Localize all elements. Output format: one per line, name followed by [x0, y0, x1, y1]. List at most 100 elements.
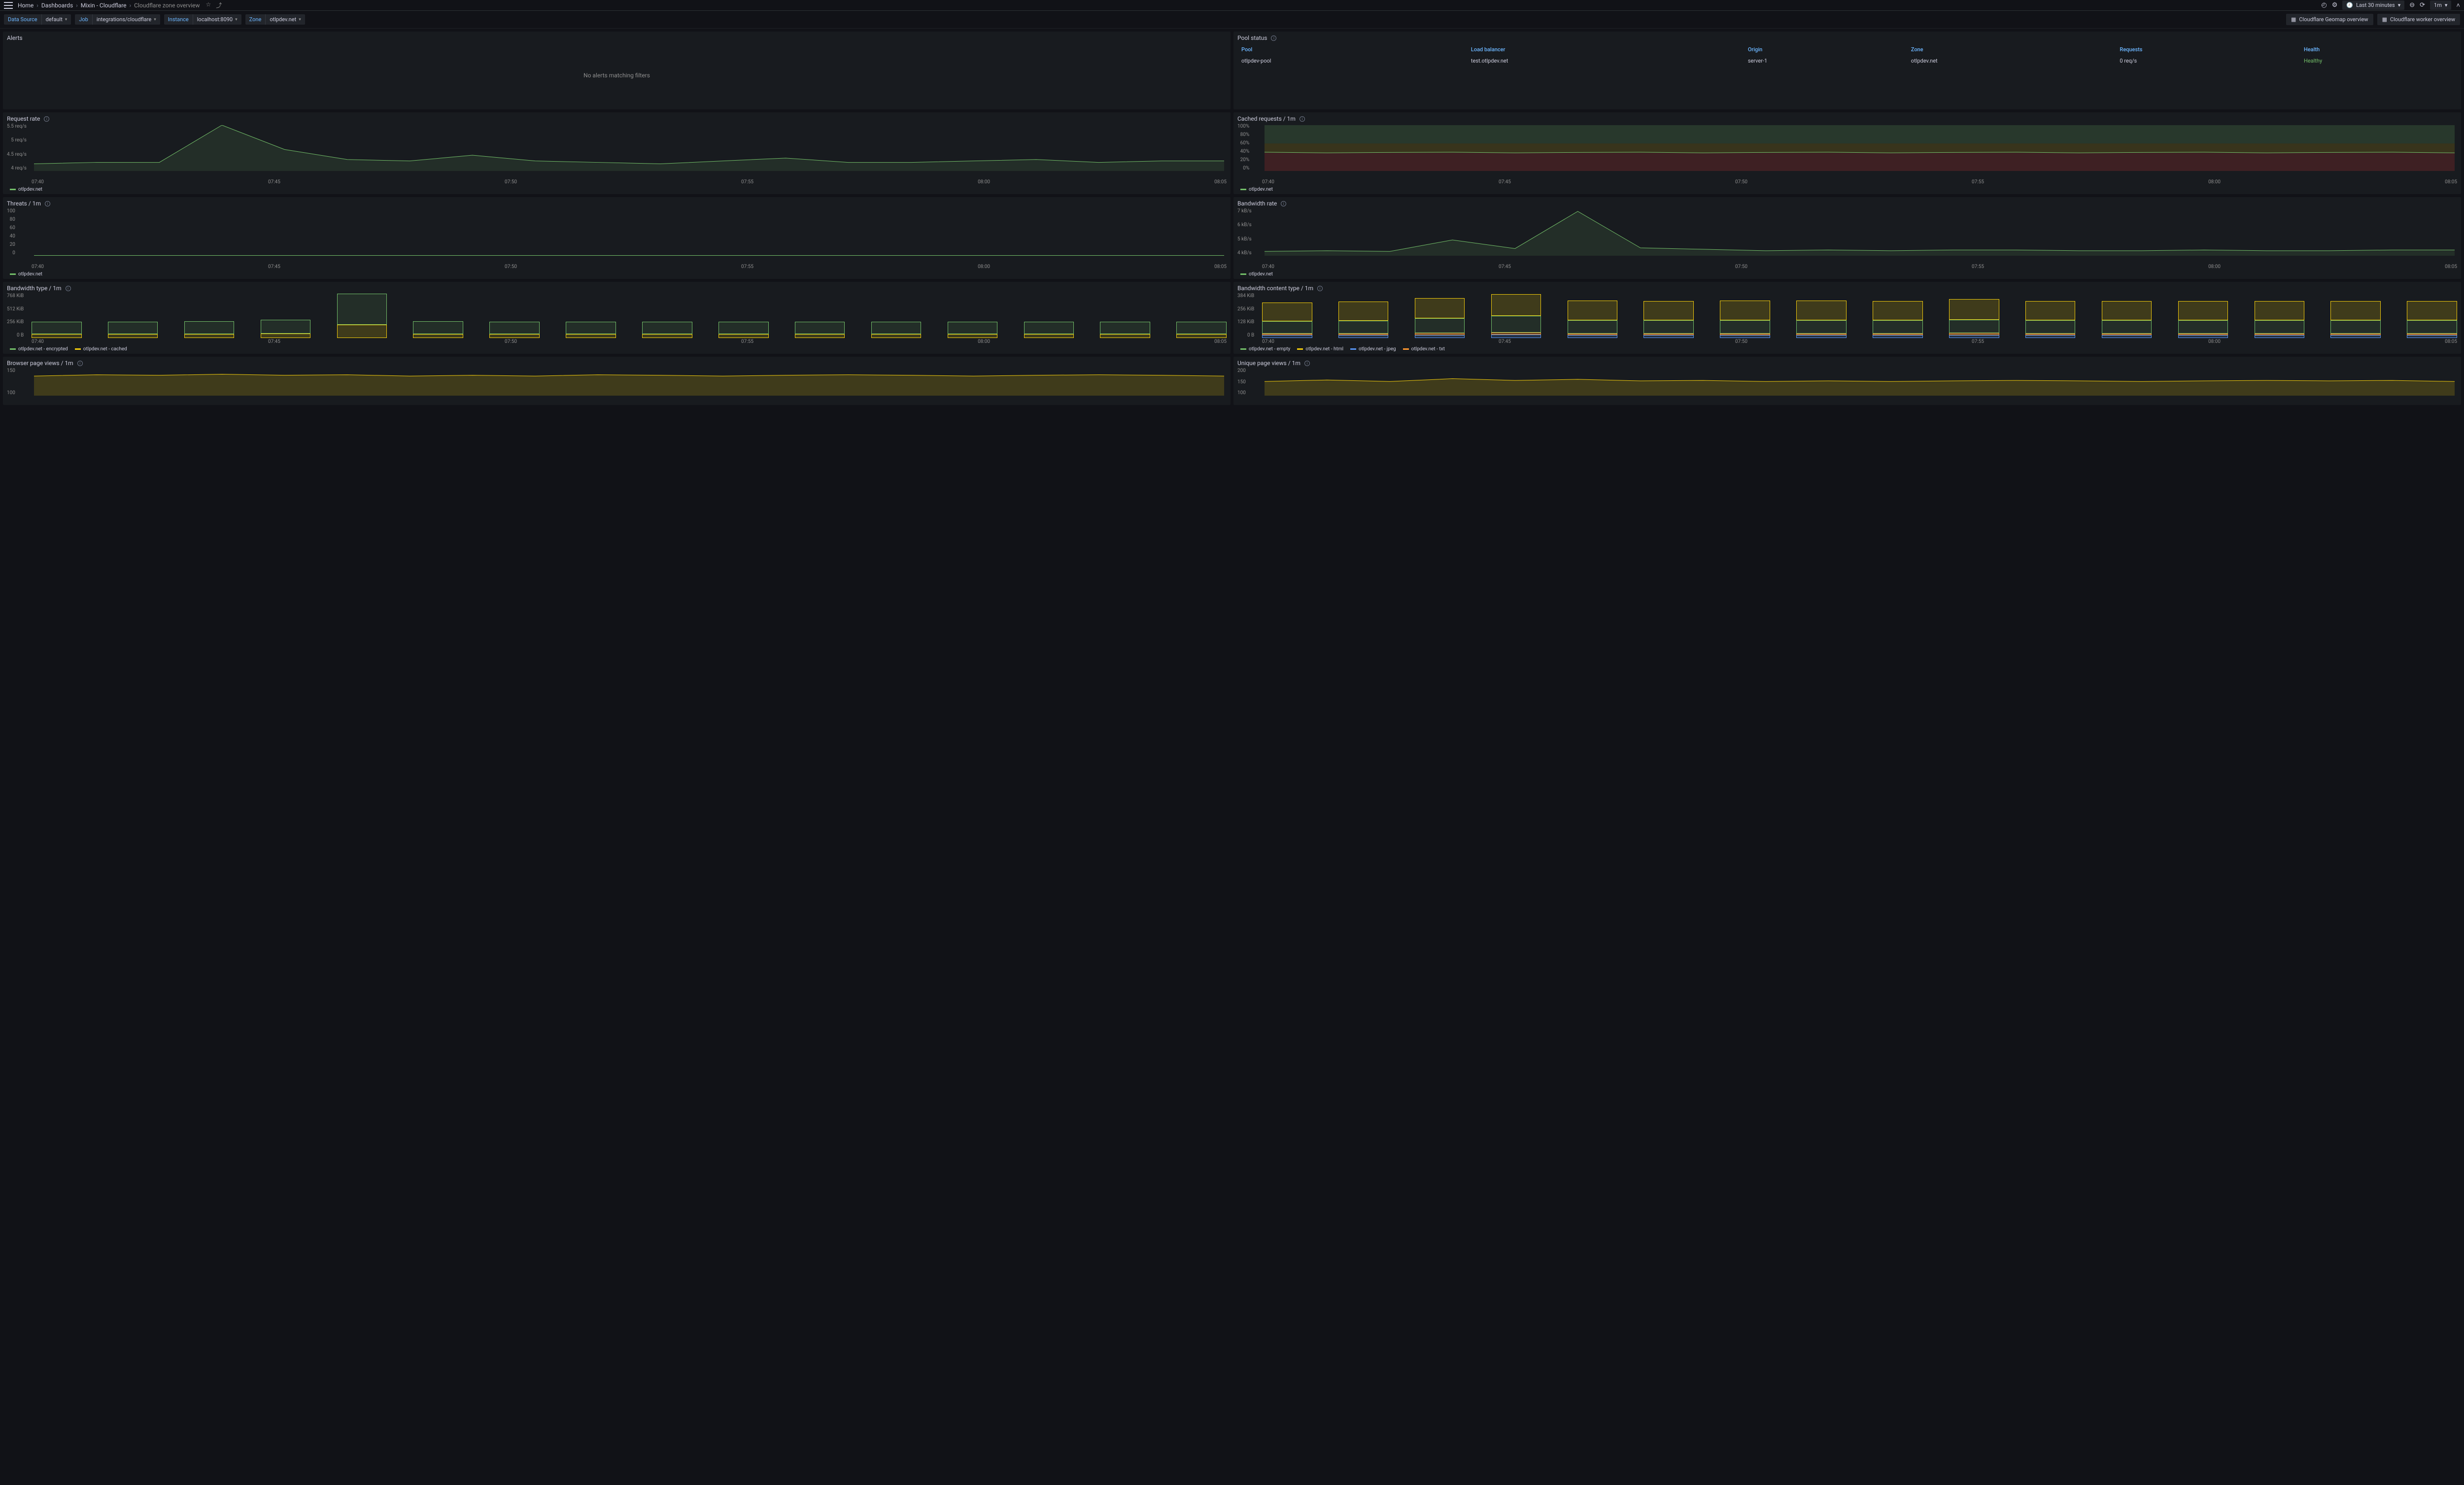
cell-lb: test.otlpdev.net	[1468, 56, 1744, 66]
request-rate-panel: Request rate i 5.5 req/s5 req/s4.5 req/s…	[3, 112, 1231, 194]
instance-label: Instance	[164, 14, 193, 25]
cell-pool: otlpdev-pool	[1238, 56, 1467, 66]
variable-controls: Data Source default Job integrations/clo…	[0, 11, 2464, 29]
info-icon[interactable]: i	[1317, 286, 1323, 291]
bandwidth-type-panel: Bandwidth type / 1m i 768 KiB512 KiB256 …	[3, 282, 1231, 354]
threats-panel: Threats / 1m i 100806040200 07:4007:4507…	[3, 197, 1231, 279]
geomap-button-label: Cloudflare Geomap overview	[2299, 16, 2368, 23]
zone-picker[interactable]: Zone otlpdev.net	[245, 14, 305, 25]
job-value: integrations/cloudflare	[92, 14, 160, 25]
legend-label[interactable]: otlpdev.net - txt	[1411, 346, 1445, 352]
chevron-down-icon: ▾	[2445, 2, 2448, 8]
legend-label[interactable]: otlpdev.net	[18, 271, 42, 277]
info-icon[interactable]: i	[45, 201, 50, 206]
bandwidth-chart[interactable]: 7 kB/s6 kB/s5 kB/s4 kB/s	[1237, 209, 2457, 263]
table-header-origin[interactable]: Origin	[1745, 44, 1907, 55]
datasource-value: default	[41, 14, 71, 25]
table-header-requests[interactable]: Requests	[2117, 44, 2300, 55]
cell-health: Healthy	[2301, 56, 2456, 66]
panel-title: Bandwidth content type / 1m	[1237, 285, 1313, 292]
worker-button-label: Cloudflare worker overview	[2390, 16, 2455, 23]
cell-zone: otlpdev.net	[1908, 56, 2116, 66]
help-icon[interactable]: ◴	[2321, 1, 2327, 9]
panel-title: Browser page views / 1m	[7, 360, 73, 367]
pool-status-table: Pool Load balancer Origin Zone Requests …	[1237, 43, 2457, 67]
panel-title: Threats / 1m	[7, 200, 41, 207]
clock-icon: 🕘	[2346, 2, 2353, 8]
breadcrumb-home[interactable]: Home	[18, 2, 34, 9]
info-icon[interactable]: i	[66, 286, 71, 291]
legend-label[interactable]: otlpdev.net	[1249, 187, 1273, 192]
instance-value: localhost:8090	[193, 14, 241, 25]
browser-views-panel: Browser page views / 1m i 150100	[3, 357, 1231, 405]
chevron-right-icon: ›	[76, 2, 78, 9]
info-icon[interactable]: i	[1281, 201, 1286, 206]
breadcrumb: Home › Dashboards › Mixin - Cloudflare ›…	[18, 2, 200, 9]
browser-views-chart[interactable]: 150100	[7, 369, 1227, 403]
bandwidth-content-bars[interactable]	[1237, 294, 2457, 338]
legend-label[interactable]: otlpdev.net - jpeg	[1359, 346, 1396, 352]
job-picker[interactable]: Job integrations/cloudflare	[75, 14, 160, 25]
breadcrumb-dashboards[interactable]: Dashboards	[41, 2, 73, 9]
cell-origin: server-1	[1745, 56, 1907, 66]
bandwidth-type-bars[interactable]	[7, 294, 1227, 338]
refresh-interval-picker[interactable]: 1m ▾	[2430, 0, 2451, 10]
menu-icon[interactable]	[4, 2, 13, 9]
settings-icon[interactable]: ⚙	[2332, 1, 2338, 9]
unique-views-chart[interactable]: 200150100	[1237, 369, 2457, 403]
zoom-out-icon[interactable]: ⊖	[2409, 1, 2415, 9]
legend-label[interactable]: otlpdev.net - html	[1305, 346, 1343, 352]
bandwidth-rate-panel: Bandwidth rate i 7 kB/s6 kB/s5 kB/s4 kB/…	[1233, 197, 2461, 279]
chevron-up-icon[interactable]: ˄	[2456, 1, 2460, 9]
refresh-interval-label: 1m	[2434, 2, 2442, 8]
info-icon[interactable]: i	[77, 361, 83, 366]
table-header-zone[interactable]: Zone	[1908, 44, 2116, 55]
table-header-pool[interactable]: Pool	[1238, 44, 1467, 55]
panel-title: Request rate	[7, 115, 40, 122]
info-icon[interactable]: i	[1271, 35, 1276, 41]
instance-picker[interactable]: Instance localhost:8090	[164, 14, 241, 25]
bandwidth-content-panel: Bandwidth content type / 1m i 384 KiB256…	[1233, 282, 2461, 354]
cell-requests: 0 req/s	[2117, 56, 2300, 66]
topbar: Home › Dashboards › Mixin - Cloudflare ›…	[0, 0, 2464, 11]
info-icon[interactable]: i	[1304, 361, 1310, 366]
datasource-label: Data Source	[4, 14, 41, 25]
info-icon[interactable]: i	[1300, 116, 1305, 122]
panel-title: Cached requests / 1m	[1237, 115, 1296, 122]
chevron-right-icon: ›	[36, 2, 38, 9]
legend-label[interactable]: otlpdev.net - cached	[83, 346, 127, 352]
star-icon[interactable]: ☆	[206, 1, 211, 9]
panel-title: Unique page views / 1m	[1237, 360, 1300, 367]
table-header-lb[interactable]: Load balancer	[1468, 44, 1744, 55]
threats-chart[interactable]: 100806040200	[7, 209, 1227, 263]
topbar-action-icons: ☆ ⤴	[206, 1, 222, 9]
cached-chart[interactable]: 100%80%60%40%20%0%	[1237, 124, 2457, 178]
dashboard-icon: ▦	[2291, 16, 2296, 23]
legend-label[interactable]: otlpdev.net	[18, 187, 42, 192]
worker-overview-button[interactable]: ▦ Cloudflare worker overview	[2377, 14, 2460, 25]
table-header-health[interactable]: Health	[2301, 44, 2456, 55]
panel-title: Pool status	[1237, 34, 1267, 41]
datasource-picker[interactable]: Data Source default	[4, 14, 71, 25]
table-row[interactable]: otlpdev-pool test.otlpdev.net server-1 o…	[1238, 56, 2456, 66]
info-icon[interactable]: i	[44, 116, 49, 122]
chevron-right-icon: ›	[130, 2, 132, 9]
request-rate-chart[interactable]: 5.5 req/s5 req/s4.5 req/s4 req/s	[7, 124, 1227, 178]
time-range-picker[interactable]: 🕘 Last 30 minutes ▾	[2342, 0, 2404, 10]
legend-label[interactable]: otlpdev.net - encrypted	[18, 346, 68, 352]
pool-status-panel: Pool status i Pool Load balancer Origin …	[1233, 32, 2461, 109]
job-label: Job	[75, 14, 92, 25]
legend-label[interactable]: otlpdev.net	[1249, 271, 1273, 277]
share-icon[interactable]: ⤴	[216, 1, 222, 9]
panel-title: Bandwidth rate	[1237, 200, 1277, 207]
panel-title: Alerts	[7, 34, 23, 41]
legend-label[interactable]: otlpdev.net - empty	[1249, 346, 1290, 352]
dashboard-icon: ▦	[2382, 16, 2387, 23]
breadcrumb-mixin[interactable]: Mixin - Cloudflare	[81, 2, 127, 9]
time-range-label: Last 30 minutes	[2356, 2, 2395, 8]
geomap-overview-button[interactable]: ▦ Cloudflare Geomap overview	[2286, 14, 2373, 25]
alerts-panel: Alerts No alerts matching filters	[3, 32, 1231, 109]
alerts-empty-message: No alerts matching filters	[7, 43, 1227, 107]
refresh-icon[interactable]: ⟳	[2420, 1, 2425, 9]
panel-title: Bandwidth type / 1m	[7, 285, 62, 292]
